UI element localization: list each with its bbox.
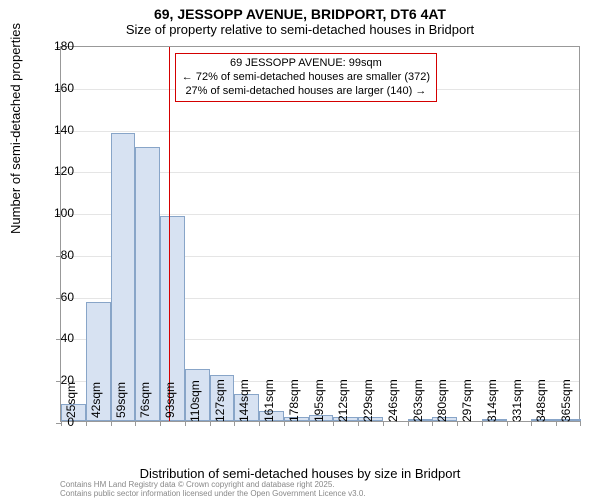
x-tick-mark	[507, 421, 508, 426]
x-tick-label: 348sqm	[534, 382, 548, 422]
marker-line	[169, 47, 170, 421]
y-tick-label: 180	[34, 39, 74, 53]
plot-region: 69 JESSOPP AVENUE: 99sqm← 72% of semi-de…	[60, 46, 580, 422]
x-tick-mark	[111, 421, 112, 426]
histogram-bar	[135, 147, 160, 421]
x-tick-label: 93sqm	[163, 382, 177, 422]
x-tick-label: 212sqm	[336, 382, 350, 422]
x-tick-label: 42sqm	[89, 382, 103, 422]
x-tick-label: 25sqm	[64, 382, 78, 422]
y-tick-label: 60	[34, 290, 74, 304]
x-tick-mark	[259, 421, 260, 426]
y-tick-label: 120	[34, 164, 74, 178]
x-tick-mark	[358, 421, 359, 426]
footer-attribution: Contains HM Land Registry data © Crown c…	[60, 481, 366, 498]
callout-line: 27% of semi-detached houses are larger (…	[182, 85, 430, 99]
x-tick-mark	[556, 421, 557, 426]
x-tick-mark	[135, 421, 136, 426]
chart-title-sub: Size of property relative to semi-detach…	[0, 22, 600, 41]
y-tick-label: 80	[34, 248, 74, 262]
callout-line: 69 JESSOPP AVENUE: 99sqm	[182, 57, 430, 71]
y-axis-title: Number of semi-detached properties	[8, 23, 23, 234]
x-tick-mark	[284, 421, 285, 426]
histogram-bar	[111, 133, 136, 421]
x-tick-label: 161sqm	[262, 382, 276, 422]
x-tick-mark	[383, 421, 384, 426]
x-tick-label: 331sqm	[510, 382, 524, 422]
x-tick-label: 263sqm	[411, 382, 425, 422]
chart-plot-area: 69 JESSOPP AVENUE: 99sqm← 72% of semi-de…	[60, 46, 580, 422]
x-tick-mark	[234, 421, 235, 426]
chart-title-main: 69, JESSOPP AVENUE, BRIDPORT, DT6 4AT	[0, 0, 600, 22]
x-tick-label: 127sqm	[213, 382, 227, 422]
x-tick-mark	[457, 421, 458, 426]
x-tick-mark	[432, 421, 433, 426]
x-tick-mark	[86, 421, 87, 426]
x-tick-label: 246sqm	[386, 382, 400, 422]
x-tick-label: 110sqm	[188, 382, 202, 422]
marker-callout: 69 JESSOPP AVENUE: 99sqm← 72% of semi-de…	[175, 53, 437, 102]
x-tick-mark	[580, 421, 581, 426]
x-tick-mark	[185, 421, 186, 426]
x-tick-mark	[408, 421, 409, 426]
y-tick-label: 100	[34, 206, 74, 220]
x-tick-label: 178sqm	[287, 382, 301, 422]
x-tick-label: 229sqm	[361, 382, 375, 422]
x-tick-label: 280sqm	[435, 382, 449, 422]
x-tick-mark	[160, 421, 161, 426]
x-tick-mark	[482, 421, 483, 426]
x-tick-label: 365sqm	[559, 382, 573, 422]
x-tick-mark	[531, 421, 532, 426]
y-tick-label: 40	[34, 331, 74, 345]
x-tick-label: 195sqm	[312, 382, 326, 422]
y-tick-label: 140	[34, 123, 74, 137]
grid-line	[61, 131, 579, 132]
x-tick-mark	[309, 421, 310, 426]
x-axis-title: Distribution of semi-detached houses by …	[0, 466, 600, 481]
x-tick-mark	[333, 421, 334, 426]
x-tick-mark	[210, 421, 211, 426]
x-tick-label: 314sqm	[485, 382, 499, 422]
x-tick-label: 297sqm	[460, 382, 474, 422]
x-tick-label: 76sqm	[138, 382, 152, 422]
y-tick-label: 160	[34, 81, 74, 95]
x-tick-label: 59sqm	[114, 382, 128, 422]
callout-line: ← 72% of semi-detached houses are smalle…	[182, 71, 430, 85]
footer-line-2: Contains public sector information licen…	[60, 490, 366, 498]
x-tick-label: 144sqm	[237, 382, 251, 422]
